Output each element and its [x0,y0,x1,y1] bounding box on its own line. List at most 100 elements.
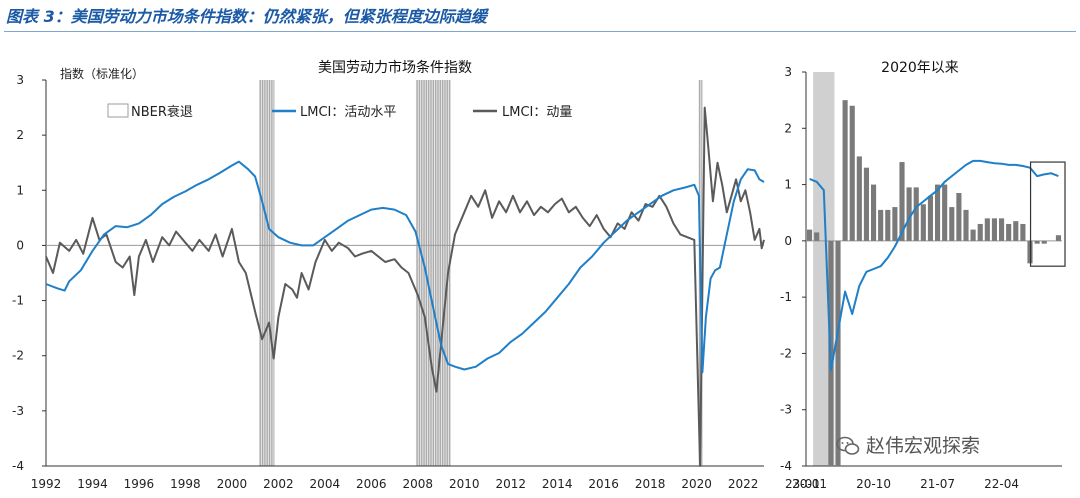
sub-bar [870,184,877,241]
sub-bar [977,223,983,241]
sub-y-tick-label: -2 [780,346,792,360]
sub-line [809,159,1059,372]
sub-bar [942,184,948,241]
watermark-text: 赵伟宏观探索 [866,435,981,457]
sub-bar [934,184,941,241]
recession-band-1 [415,80,451,466]
sub-bar [1013,221,1019,241]
main-y-tick-label: -3 [12,404,24,418]
sub-bar [878,209,884,241]
sub-y-tick-label: 0 [784,234,792,248]
sub-bar [849,105,855,241]
sub-bar [913,187,919,241]
legend-swatch-nber [107,103,129,118]
main-x-tick-label: 1996 [124,477,155,491]
sub-bar [906,187,912,241]
main-x-tick-label: 1998 [170,477,201,491]
main-y-tick-label: 3 [16,73,24,87]
sub-x-ticks: 20-01 20-10 21-07 22-04 23-01 [785,477,1019,491]
sub-bar [863,167,870,241]
sub-line-activity [809,159,1059,372]
sub-bar [984,218,990,241]
legend-label-activity: LMCI：活动水平 [300,105,396,120]
main-y-tick-label: -2 [12,349,24,363]
sub-bar [842,100,848,241]
sub-highlight-box [1029,161,1066,267]
legend-label-momentum: LMCI：动量 [502,105,572,120]
sub-bar [1020,223,1026,241]
main-y-tick-label: -1 [12,294,24,308]
sub-bar [806,229,813,241]
main-y-tick-label: 2 [16,128,24,142]
title-rule [4,31,1076,32]
sub-bar [956,193,962,241]
main-y-ticks: 3 2 1 0 -1 -2 -3 -4 [12,73,46,473]
main-series [45,106,765,467]
sub-bar [998,218,1005,241]
main-axes [45,80,764,467]
main-x-tick-label: 2010 [449,477,480,491]
sub-bar [963,209,969,241]
sub-y-ticks: 3 2 1 0 -1 -2 -3 -4 [780,65,806,473]
main-legend: NBER衰退 LMCI：活动水平 LMCI：动量 [107,103,572,120]
sub-bar [1006,223,1012,241]
main-x-tick-label: 2014 [542,477,573,491]
main-x-tick-label: 2020 [681,477,712,491]
main-x-tick-label: 1992 [31,477,62,491]
series-line-activity [45,160,765,374]
sub-bar [1041,240,1047,244]
legend-label-nber: NBER衰退 [131,104,193,120]
main-x-tick-label: 2000 [217,477,248,491]
main-y-axis-label: 指数（标准化） [60,66,144,81]
main-x-tick-label: 2012 [495,477,526,491]
main-x-tick-label: 2018 [635,477,666,491]
sub-bar [949,207,955,241]
sub-bar [1055,235,1062,241]
sub-y-tick-label: -3 [780,403,792,417]
sub-x-tick-label: 21-07 [920,477,955,491]
main-x-tick-label: 2002 [263,477,294,491]
sub-bar [920,204,926,241]
sub-y-tick-label: -4 [780,459,792,473]
main-x-tick-label: 2006 [356,477,387,491]
main-x-tick-label: 2016 [588,477,619,491]
sub-bar [835,240,841,466]
sub-bars [806,100,1062,466]
sub-bar [885,209,891,241]
main-x-tick-label: 2008 [403,477,434,491]
sub-bar [970,229,976,241]
sub-y-tick-label: 1 [784,178,792,192]
wechat-icon [836,436,860,455]
sub-x-tick-label: 20-10 [856,477,891,491]
main-y-tick-label: 0 [16,238,24,252]
sub-y-tick-label: 2 [784,121,792,135]
watermark: 赵伟宏观探索 [836,429,980,463]
main-recession-bands [258,80,703,466]
main-y-tick-label: 1 [16,183,24,197]
figure-title: 图表 3：美国劳动力市场条件指数：仍然紧张，但紧张程度边际趋缓 [6,7,487,26]
sub-y-tick-label: -1 [780,290,792,304]
sub-bar [927,195,934,241]
sub-bar [1034,240,1040,244]
main-x-tick-label: 2004 [310,477,341,491]
sub-x-tick-label: 23-01 [785,477,820,491]
main-chart-title: 美国劳动力市场条件指数 [318,59,472,76]
sub-x-tick-label: 20-01 [792,477,827,491]
main-y-tick-label: -4 [12,459,24,473]
sub-bar [892,207,898,241]
sub-bar [991,218,998,241]
sub-x-tick-label: 22-04 [984,477,1019,491]
sub-bar [899,162,905,241]
sub-bar [814,232,820,241]
main-x-tick-label: 2022 [728,477,759,491]
main-x-tick-label: 1994 [77,477,108,491]
sub-chart-title: 2020年以来 [881,60,959,76]
sub-chart: 2020年以来 3 2 1 0 -1 -2 -3 -4 20-01 20-10 21-07 22-0… [780,60,1066,491]
sub-y-tick-label: 3 [784,65,792,79]
series-line-momentum [45,106,765,467]
main-x-ticks: 1992 1994 1996 1998 2000 2002 2004 2006 2008 2010… [31,477,759,491]
sub-bar [856,156,862,241]
sub-axes [805,72,1062,467]
